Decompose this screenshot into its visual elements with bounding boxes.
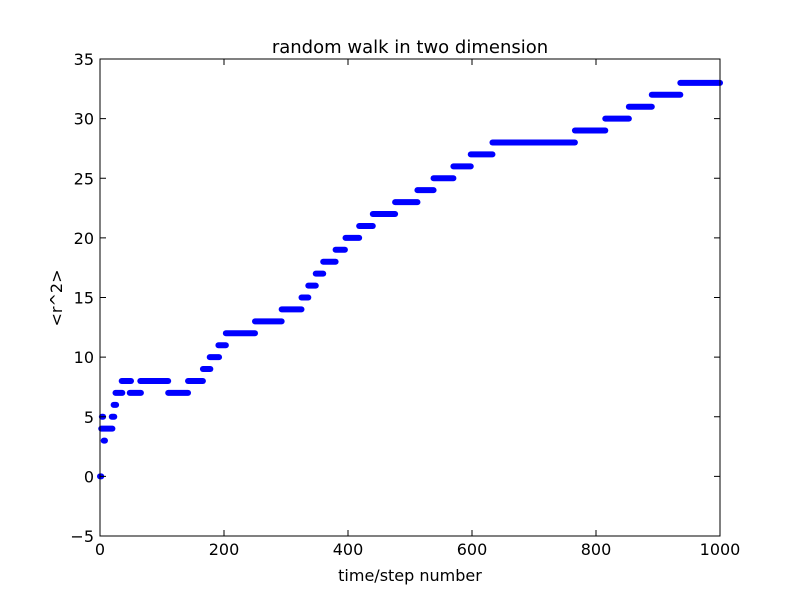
data-point-run-7 <box>118 377 134 384</box>
data-point-run-24 <box>356 222 376 229</box>
x-tick-label-1: 200 <box>209 540 240 559</box>
data-point-run-12 <box>199 366 214 373</box>
x-axis-ticks: 0 200 400 600 800 1000 <box>95 59 740 559</box>
y-tick-label-0: −5 <box>70 527 94 546</box>
y-tick-label-7: 30 <box>74 110 94 129</box>
y-tick-label-3: 10 <box>74 348 94 367</box>
data-point-run-16 <box>252 318 285 325</box>
data-point-run-33 <box>602 115 632 122</box>
data-point-run-30 <box>467 151 496 158</box>
y-tick-label-5: 20 <box>74 229 94 248</box>
x-tick-label-0: 0 <box>95 540 105 559</box>
data-point-run-2 <box>100 437 108 444</box>
data-point-run-8 <box>126 389 144 396</box>
y-axis-label: <r^2> <box>47 270 66 327</box>
data-point-run-34 <box>625 103 655 110</box>
data-point-run-15 <box>222 330 258 337</box>
data-point-run-35 <box>648 91 684 98</box>
data-point-run-14 <box>215 342 229 349</box>
y-tick-label-1: 0 <box>84 467 94 486</box>
plot-frame <box>99 58 721 537</box>
x-tick-label-3: 600 <box>457 540 488 559</box>
data-point-run-29 <box>450 163 474 170</box>
data-point-run-25 <box>369 211 399 218</box>
y-tick-label-4: 15 <box>74 289 94 308</box>
data-point-run-21 <box>320 258 339 265</box>
data-point-run-9 <box>137 377 172 384</box>
data-point-run-26 <box>392 199 421 206</box>
y-tick-label-2: 5 <box>84 408 94 427</box>
x-tick-label-2: 400 <box>333 540 364 559</box>
data-point-run-32 <box>571 127 609 134</box>
data-point-run-5 <box>110 401 120 408</box>
data-point-run-10 <box>165 389 192 396</box>
data-point-run-4 <box>108 413 118 420</box>
y-tick-label-8: 35 <box>74 50 94 69</box>
y-axis-ticks: −5 0 5 10 15 20 25 30 35 <box>70 50 720 546</box>
data-point-run-3 <box>98 425 116 432</box>
data-point-run-36 <box>677 79 723 86</box>
data-point-run-17 <box>278 306 305 313</box>
y-tick-label-6: 25 <box>74 169 94 188</box>
data-point-run-18 <box>298 294 312 301</box>
x-tick-label-4: 800 <box>581 540 612 559</box>
data-point-run-28 <box>430 175 457 182</box>
data-point-run-31 <box>489 139 578 146</box>
data-point-run-6 <box>112 389 126 396</box>
x-axis-label: time/step number <box>338 566 482 585</box>
data-point-run-20 <box>312 270 327 277</box>
data-point-run-27 <box>414 187 437 194</box>
data-points <box>97 79 723 480</box>
x-tick-label-5: 1000 <box>700 540 741 559</box>
data-point-run-11 <box>185 377 206 384</box>
data-point-run-22 <box>332 246 348 253</box>
chart-title: random walk in two dimension <box>272 37 548 58</box>
data-point-run-13 <box>206 354 223 361</box>
data-point-run-23 <box>342 234 363 241</box>
data-point-run-19 <box>305 282 319 289</box>
